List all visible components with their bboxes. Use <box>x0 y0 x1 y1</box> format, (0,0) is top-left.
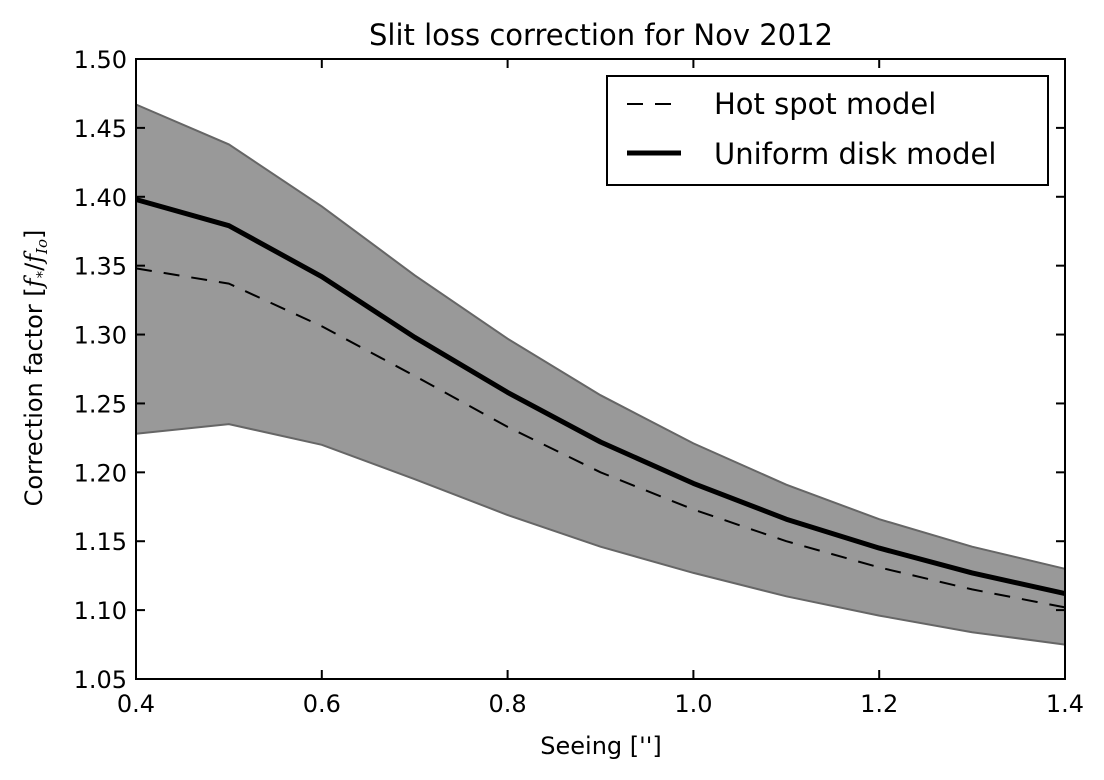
y-tick-label: 1.35 <box>74 253 127 281</box>
series-layer <box>135 197 1066 609</box>
y-tick-label: 1.45 <box>74 115 127 143</box>
plot-area <box>135 103 1066 646</box>
legend-box <box>606 75 1049 186</box>
legend: Hot spot model Uniform disk model <box>606 75 1049 186</box>
x-tick-label: 0.8 <box>489 690 527 718</box>
y-axis-label-slash: / <box>20 262 48 271</box>
x-tick-label: 1.0 <box>674 690 712 718</box>
axes-frame <box>135 58 1066 680</box>
series-line-uniform-disk-model <box>135 197 1066 597</box>
legend-label-uniform-disk: Uniform disk model <box>714 137 996 171</box>
y-tick-label: 1.10 <box>74 597 127 625</box>
x-axis-label: Seeing [''] <box>540 732 661 760</box>
x-tick-label: 1.2 <box>860 690 898 718</box>
y-axis-label-star: * <box>33 270 51 278</box>
y-axis-label-suffix: ] <box>20 230 48 239</box>
x-tick-label: 1.4 <box>1046 690 1084 718</box>
y-tick-label: 1.20 <box>74 459 127 487</box>
chart-title: Slit loss correction for Nov 2012 <box>369 18 833 52</box>
band-upper-edge <box>135 103 1066 570</box>
y-tick-label: 1.25 <box>74 390 127 418</box>
x-tick-label: 0.4 <box>117 690 155 718</box>
series-line-hot-spot-model <box>135 267 1066 609</box>
y-axis-label: Correction factor [f*/fIo] <box>20 230 51 507</box>
y-tick-label: 1.15 <box>74 528 127 556</box>
x-tick-label: 0.6 <box>303 690 341 718</box>
y-tick-label: 1.50 <box>74 46 127 74</box>
y-tick-label: 1.40 <box>74 184 127 212</box>
legend-label-hot-spot: Hot spot model <box>714 87 936 121</box>
axis-ticks: 0.4 0.6 0.8 1.0 1.2 1.4 1.05 1.10 1.15 1.20 1.25 1.… <box>74 46 1085 718</box>
y-axis-label-prefix: Correction factor [ <box>20 287 48 506</box>
uncertainty-band <box>136 104 1065 645</box>
y-tick-label: 1.30 <box>74 322 127 350</box>
y-tick-label: 1.05 <box>74 666 127 694</box>
y-axis-label-io: Io <box>33 239 51 255</box>
band-lower-edge <box>135 423 1066 646</box>
